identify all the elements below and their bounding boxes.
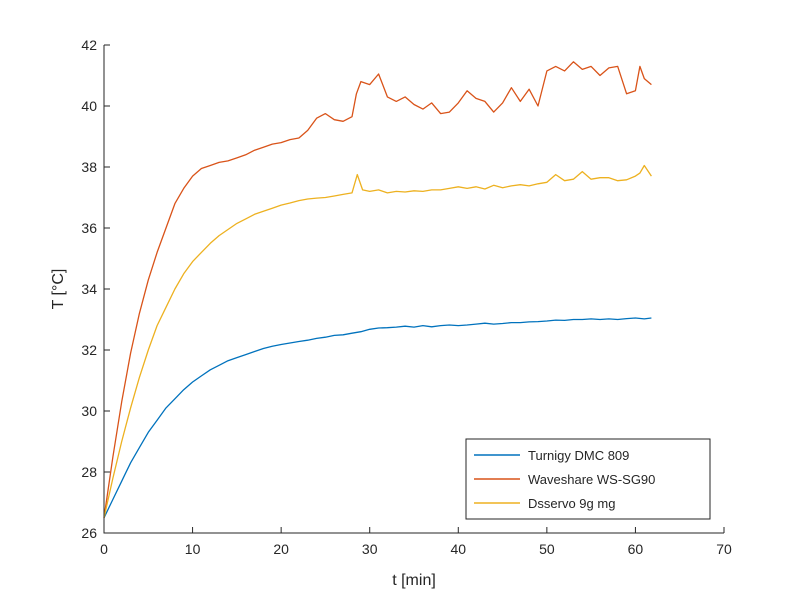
legend: Turnigy DMC 809 Waveshare WS-SG90 Dsservo … bbox=[465, 438, 711, 520]
series-line-waveshare-ws-sg90 bbox=[103, 61, 652, 518]
y-tick-label: 40 bbox=[81, 98, 97, 114]
y-tick-label: 38 bbox=[81, 159, 97, 175]
series-line-dsservo-9g-mg bbox=[103, 164, 652, 518]
x-tick-label: 10 bbox=[185, 541, 201, 557]
y-tick-label: 28 bbox=[81, 464, 97, 480]
series-layer bbox=[103, 61, 652, 519]
x-axis-label: t [min] bbox=[392, 572, 436, 589]
x-axis-ticks: 0 10 20 30 40 50 60 70 bbox=[100, 527, 732, 557]
x-tick-label: 70 bbox=[716, 541, 732, 557]
plot-area: 0 10 20 30 40 50 60 70 26 28 30 32 34 36 38 40 42 bbox=[81, 37, 732, 557]
x-tick-label: 40 bbox=[450, 541, 466, 557]
y-tick-label: 26 bbox=[81, 525, 97, 541]
y-axis-ticks: 26 28 30 32 34 36 38 40 42 bbox=[81, 37, 110, 541]
x-tick-label: 30 bbox=[362, 541, 378, 557]
x-tick-label: 0 bbox=[100, 541, 108, 557]
legend-entry: Waveshare WS-SG90 bbox=[528, 472, 655, 487]
x-tick-label: 20 bbox=[273, 541, 289, 557]
y-tick-label: 34 bbox=[81, 281, 97, 297]
y-tick-label: 30 bbox=[81, 403, 97, 419]
y-tick-label: 42 bbox=[81, 37, 97, 53]
y-axis-label: T [°C] bbox=[50, 269, 67, 310]
series-line-turnigy-dmc-809 bbox=[103, 317, 652, 519]
x-tick-label: 60 bbox=[628, 541, 644, 557]
legend-entry: Turnigy DMC 809 bbox=[528, 448, 629, 463]
legend-entry: Dsservo 9g mg bbox=[528, 496, 615, 511]
y-tick-label: 32 bbox=[81, 342, 97, 358]
x-tick-label: 50 bbox=[539, 541, 555, 557]
y-tick-label: 36 bbox=[81, 220, 97, 236]
